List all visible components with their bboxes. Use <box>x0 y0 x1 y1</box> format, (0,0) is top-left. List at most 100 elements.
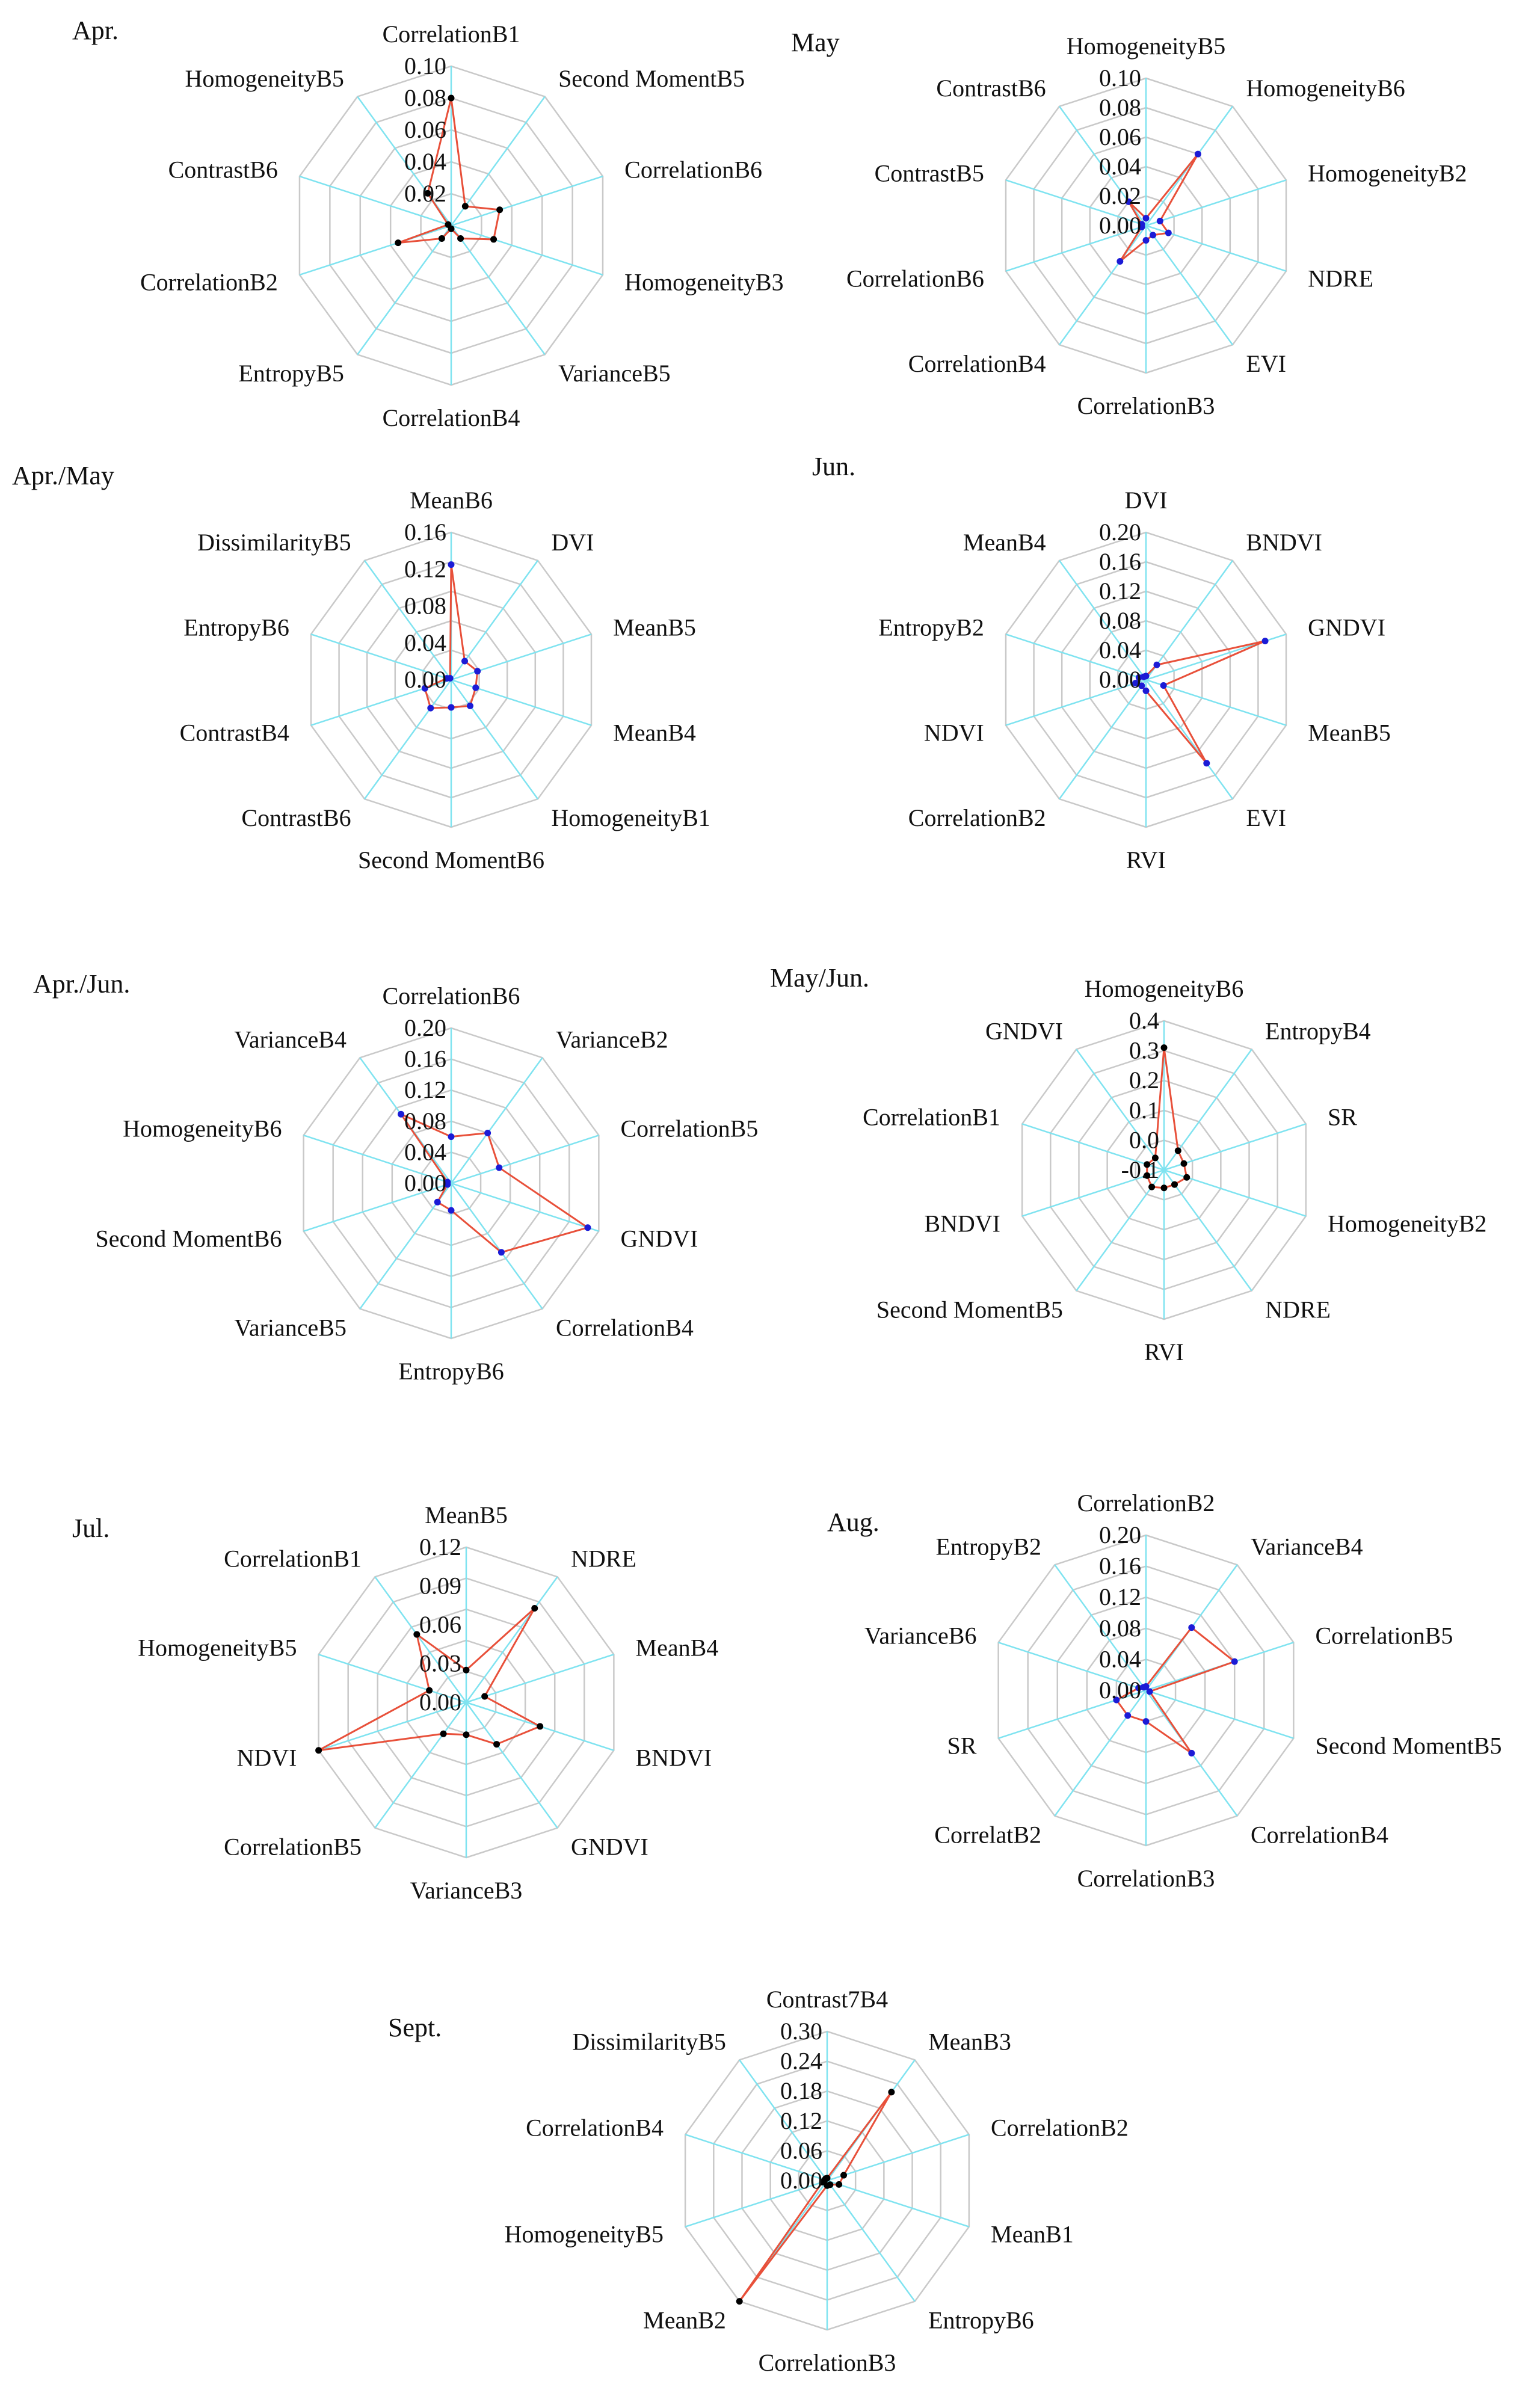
tick-label: 0.08 <box>1099 94 1141 121</box>
radar-panel: 0.200.160.120.080.040.00 DVI BNDVI GNDVI Mea… <box>812 452 1391 873</box>
data-point <box>1174 1147 1181 1154</box>
axis-label: MeanB5 <box>425 1501 508 1529</box>
data-point <box>497 1249 505 1256</box>
tick-label: 0.00 <box>419 1689 461 1716</box>
axis-label: HomogeneityB5 <box>1067 32 1225 60</box>
axis-spoke <box>1005 679 1147 726</box>
axis-spoke <box>465 1576 558 1703</box>
radar-panel: 0.20 0.16 0.12 0.08 0.04 0.00 CorrelationB2 Var… <box>827 1489 1502 1892</box>
axis-spoke <box>1145 179 1287 227</box>
tick-label: 0.04 <box>404 1138 446 1165</box>
data-point <box>824 2182 831 2189</box>
tick-label: 0.16 <box>404 519 446 546</box>
data-point <box>426 1687 433 1694</box>
axis-label: EntropyB6 <box>928 2306 1034 2333</box>
tick-label: 0.30 <box>780 2018 822 2045</box>
axis-label: Contrast7B4 <box>766 1986 888 2013</box>
data-point <box>395 239 402 247</box>
axis-spoke <box>1145 1689 1294 1739</box>
axis-spoke <box>374 1702 467 1829</box>
axis-label: DissimilarityB5 <box>197 529 351 556</box>
axis-label: CorrelationB6 <box>846 265 984 292</box>
axis-spoke <box>299 224 452 276</box>
tick-label: 0.06 <box>1099 123 1141 150</box>
axis-label: CorrelationB1 <box>863 1104 1000 1131</box>
axis-spoke <box>450 1057 543 1184</box>
data-point <box>463 1666 470 1674</box>
axis-label: MeanB4 <box>636 1634 719 1661</box>
axis-label: GNDVI <box>571 1833 648 1860</box>
tick-label: 0.16 <box>1099 1553 1141 1580</box>
data-point <box>496 206 504 214</box>
axis-label: Second MomentB5 <box>558 65 745 92</box>
data-point <box>1171 1181 1178 1188</box>
data-point <box>1142 237 1150 244</box>
axis-label: CorrelationB5 <box>621 1115 759 1142</box>
axis-spoke <box>998 1689 1147 1739</box>
data-point <box>448 704 455 711</box>
tick-label: 0.00 <box>780 2167 822 2194</box>
data-point <box>1231 1658 1238 1665</box>
axis-spoke <box>826 2180 916 2302</box>
axis-spoke <box>1021 1123 1165 1171</box>
axis-spoke <box>1145 560 1234 680</box>
radar-panel: 0.30 0.240.18 0.12 0.06 0.00 Contrast7B4 MeanB… <box>388 1986 1129 2376</box>
axis-spoke <box>998 1642 1147 1692</box>
axis-label: MeanB3 <box>928 2028 1011 2056</box>
axis-label: CorrelationB2 <box>140 269 278 296</box>
axis-spoke <box>685 2134 828 2182</box>
radar-panel: 0.12 0.09 0.06 0.03 0.00 MeanB5 NDRE MeanB4 BNDV… <box>72 1501 718 1904</box>
axis-label: VarianceB4 <box>234 1026 346 1053</box>
tick-label: 0.00 <box>404 666 446 693</box>
tick-label: 0.18 <box>780 2077 822 2104</box>
tick-label: 0.20 <box>1099 519 1141 546</box>
data-point <box>1160 1184 1168 1192</box>
data-point <box>1138 221 1145 228</box>
axis-label: ContrastB6 <box>241 804 351 831</box>
data-point <box>481 1693 488 1700</box>
axis-label: BNDVI <box>924 1210 1000 1237</box>
axis-spoke <box>303 1182 452 1232</box>
axis-label: EntropyB4 <box>1265 1018 1371 1045</box>
axis-spoke <box>318 1654 467 1704</box>
data-point <box>474 668 481 675</box>
axis-label: ContrastB4 <box>180 719 289 746</box>
axis-label: CorrelationB1 <box>224 1545 362 1572</box>
axis-label: Second MomentB5 <box>876 1296 1063 1323</box>
data-point <box>1180 1160 1187 1167</box>
axis-label: CorrelationB3 <box>759 2349 896 2376</box>
axis-spoke <box>739 2059 828 2181</box>
tick-label: 0.08 <box>1099 607 1141 634</box>
tick-label: 0.00 <box>404 1169 446 1196</box>
axis-label: VarianceB6 <box>864 1622 977 1649</box>
panel-title: Jul. <box>72 1514 109 1543</box>
axis-label: EntropyB2 <box>878 614 984 641</box>
data-point <box>413 1631 420 1638</box>
data-point <box>467 702 474 709</box>
tick-label: 0.1 <box>1129 1097 1159 1124</box>
tick-label: 0.16 <box>1099 548 1141 575</box>
tick-label: 0.02 <box>404 180 446 207</box>
tick-label: 0.0 <box>1129 1126 1159 1153</box>
tick-label: 0.08 <box>404 1107 446 1135</box>
data-point <box>446 675 454 682</box>
tick-label: 0.04 <box>404 148 446 175</box>
tick-label: 0.12 <box>1099 577 1141 605</box>
data-point <box>1132 680 1139 687</box>
tick-label: 0.04 <box>1099 1645 1141 1672</box>
axis-label: Second MomentB5 <box>1316 1732 1502 1759</box>
axis-label: NDRE <box>571 1545 636 1572</box>
axis-label: GNDVI <box>985 1018 1063 1045</box>
axis-label: CorrelationB4 <box>908 350 1046 377</box>
data-point <box>1125 198 1132 205</box>
axis-spoke <box>451 633 592 681</box>
data-point <box>1203 760 1210 767</box>
panel-title: Aug. <box>827 1507 879 1537</box>
axis-label: CorrelationB4 <box>526 2114 664 2142</box>
panel-title: May/Jun. <box>770 963 869 993</box>
axis-label: MeanB4 <box>963 529 1046 556</box>
axis-label: EVI <box>1246 350 1286 377</box>
axis-spoke <box>1163 1169 1252 1292</box>
tick-label: 0.08 <box>404 84 446 111</box>
axis-label: ContrastB6 <box>936 75 1046 102</box>
